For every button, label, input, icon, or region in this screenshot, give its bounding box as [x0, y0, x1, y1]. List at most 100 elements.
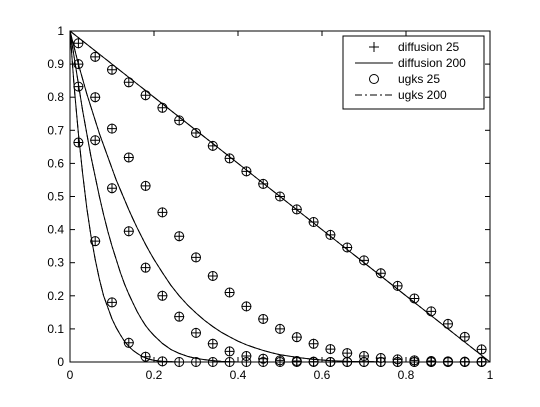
diffusion-25-point: [140, 351, 151, 362]
diffusion-25-point: [157, 207, 168, 218]
legend: diffusion 25 diffusion 200 ugks 25 ugks …: [342, 35, 485, 110]
diffusion-25-point: [443, 318, 453, 329]
diffusion-25-point: [342, 357, 353, 367]
diffusion-25-point: [392, 280, 403, 291]
diffusion-25-point: [73, 59, 84, 70]
diffusion-25-point: [375, 353, 386, 364]
diffusion-25-point: [123, 152, 134, 163]
diffusion-25-point: [191, 357, 201, 367]
legend-marker-plus: [369, 42, 379, 52]
diffusion-25-point: [426, 306, 437, 317]
diffusion-25-point: [73, 38, 84, 49]
diffusion-25-point: [308, 216, 319, 227]
x-tick-label: 0.4: [230, 368, 247, 382]
legend-label-ugks-200: ugks 200: [398, 88, 447, 102]
diffusion-25-point: [325, 344, 336, 355]
diffusion-25-point: [392, 354, 403, 365]
diffusion-25-point: [308, 338, 319, 349]
diffusion-25-point: [426, 356, 437, 367]
diffusion-25-point: [157, 290, 168, 301]
diffusion-25-point: [443, 356, 453, 367]
y-tick-label: 0.3: [47, 256, 64, 270]
diffusion-25-point: [342, 242, 353, 253]
y-tick-label: 0: [57, 355, 64, 369]
diffusion-25-point: [409, 355, 420, 366]
diffusion-25-point: [224, 287, 235, 298]
diffusion-25-point: [258, 178, 269, 189]
x-tick-label: 0.2: [146, 368, 163, 382]
diffusion-25-point: [107, 123, 117, 134]
diffusion-25-point: [90, 236, 101, 247]
legend-label-diffusion-200: diffusion 200: [398, 56, 466, 70]
diffusion-25-point: [191, 327, 201, 338]
y-tick-label: 0.6: [47, 156, 64, 170]
diffusion-25-point: [459, 331, 470, 342]
diffusion-25-point: [258, 313, 269, 324]
y-tick-label: 0.4: [47, 223, 64, 237]
diffusion-25-point: [241, 351, 252, 362]
diffusion-25-point: [123, 226, 134, 237]
diffusion-25-point: [275, 323, 285, 334]
diffusion-25-point: [325, 357, 336, 367]
diffusion-25-point: [90, 135, 101, 146]
diffusion-25-point: [174, 231, 185, 242]
diffusion-25-point: [359, 255, 369, 266]
y-tick-label: 0.7: [47, 123, 64, 137]
diffusion-25-point: [107, 297, 117, 308]
diffusion-25-point: [291, 332, 302, 343]
diffusion-25-point: [375, 268, 386, 279]
diffusion-25-point: [157, 102, 168, 113]
diffusion-25-point: [140, 180, 151, 191]
diffusion-25-point: [207, 140, 218, 151]
diffusion-25-point: [207, 357, 218, 367]
diffusion-25-point: [476, 344, 487, 355]
markers-layer: [73, 38, 487, 367]
y-tick-label: 0.9: [47, 57, 64, 71]
diffusion-25-point: [291, 204, 302, 215]
x-tick-label: 1: [487, 368, 494, 382]
y-tick-label: 1: [57, 24, 64, 38]
diffusion-25-point: [174, 115, 185, 126]
y-tick-label: 0.2: [47, 289, 64, 303]
diffusion-25-point: [174, 357, 185, 367]
ugks-200-line-3: [69, 30, 490, 363]
diffusion-25-point: [73, 137, 84, 148]
diffusion-25-point: [174, 311, 185, 322]
legend-marker-circle: [369, 74, 379, 84]
diffusion-25-point: [241, 301, 252, 312]
diffusion-25-point: [342, 348, 353, 359]
diffusion-25-point: [123, 337, 134, 348]
diffusion-25-point: [107, 64, 117, 75]
diffusion-25-point: [90, 51, 101, 62]
diffusion-25-point: [123, 77, 134, 88]
diffusion-25-point: [207, 270, 218, 281]
y-tick-label: 0.5: [47, 190, 64, 204]
diffusion-25-point: [191, 252, 201, 263]
diffusion-25-point: [325, 229, 336, 240]
diffusion-25-point: [90, 92, 101, 103]
legend-label-ugks-25: ugks 25: [398, 72, 440, 86]
ugks-200-line-4: [69, 30, 491, 363]
diffusion-25-point: [476, 356, 487, 367]
y-tick-label: 0.8: [47, 90, 64, 104]
diffusion-25-point: [207, 338, 218, 349]
legend-label-diffusion-25: diffusion 25: [398, 40, 459, 54]
diffusion-25-point: [291, 356, 302, 367]
ticks-layer: 0 0.2 0.4 0.6 0.8 1 0 0.1 0.2 0.3 0.4 0.5 0.6 0.7 0.8 0…: [47, 24, 493, 382]
diffusion-25-point: [224, 357, 235, 367]
diffusion-25-point: [359, 351, 369, 362]
diffusion-25-point: [140, 90, 151, 101]
diffusion-25-point: [409, 293, 420, 304]
y-tick-label: 0.1: [47, 322, 64, 336]
x-tick-label: 0: [67, 368, 74, 382]
diffusion-25-point: [224, 346, 235, 357]
diffusion-25-point: [459, 356, 470, 367]
x-tick-label: 0.8: [398, 368, 415, 382]
diffusion-25-point: [73, 81, 84, 92]
diffusion-25-point: [258, 353, 269, 364]
diffusion-25-point: [191, 127, 201, 138]
diffusion-25-point: [308, 356, 319, 367]
diffusion-25-point: [140, 262, 151, 273]
legend-box: [342, 35, 485, 110]
diffusion-25-point: [275, 191, 285, 202]
